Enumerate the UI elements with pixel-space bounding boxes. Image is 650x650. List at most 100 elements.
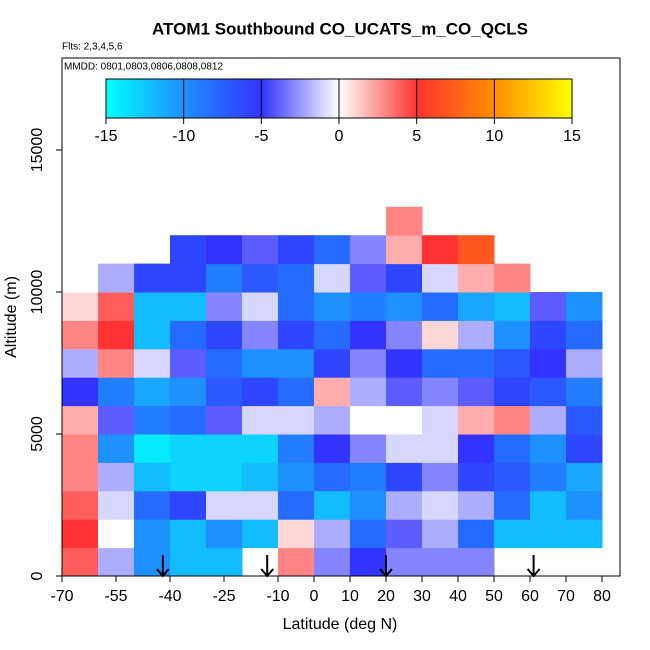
heatmap-cell xyxy=(458,519,495,549)
heatmap-cell xyxy=(314,263,351,293)
heatmap-cell xyxy=(242,434,279,463)
heatmap-cell xyxy=(278,490,315,520)
heatmap-cell xyxy=(206,235,243,265)
heatmap-cell xyxy=(530,377,567,407)
heatmap-cell xyxy=(314,462,351,492)
heatmap-cell xyxy=(350,462,387,492)
x-tick-label: -40 xyxy=(158,588,181,605)
heatmap-cell xyxy=(458,377,495,407)
heatmap-cell xyxy=(134,434,171,463)
x-tick-label: 0 xyxy=(310,588,319,605)
heatmap-cell xyxy=(170,547,207,577)
heatmap-cell xyxy=(314,547,351,577)
heatmap-cell xyxy=(278,235,315,265)
y-axis-label: Altitude (m) xyxy=(3,276,20,358)
heatmap-cell xyxy=(62,320,99,350)
heatmap-cell xyxy=(242,292,279,321)
heatmap-cell xyxy=(62,462,99,492)
heatmap-cell xyxy=(566,348,603,378)
arrow xyxy=(526,555,541,578)
heatmap-cell xyxy=(242,462,279,492)
x-tick-label: 50 xyxy=(485,588,503,605)
x-tick-label: 80 xyxy=(593,588,611,605)
heatmap-cell xyxy=(314,292,351,321)
heatmap-cell xyxy=(170,235,207,265)
heatmap-cell xyxy=(242,405,279,435)
colorbar-tick-label: -5 xyxy=(254,128,268,145)
heatmap-cell xyxy=(278,434,315,463)
heatmap-cell xyxy=(314,434,351,463)
heatmap-cell xyxy=(422,263,459,293)
x-tick-label: -55 xyxy=(104,588,127,605)
heatmap-cell xyxy=(62,405,99,435)
heatmap-cell xyxy=(278,462,315,492)
heatmap-cell xyxy=(206,405,243,435)
heatmap-cell xyxy=(278,320,315,350)
subtitle: Flts: 2,3,4,5,6 xyxy=(62,42,123,53)
heatmap-cell xyxy=(530,462,567,492)
heatmap-cell xyxy=(386,235,423,265)
heatmap-cell xyxy=(530,434,567,463)
heatmap-cell xyxy=(350,405,387,435)
heatmap-cell xyxy=(134,547,171,577)
heatmap-cell xyxy=(494,462,531,492)
heatmap-cell xyxy=(170,462,207,492)
heatmap-cell xyxy=(98,547,135,577)
heatmap-cell xyxy=(350,519,387,549)
heatmap-cell xyxy=(242,490,279,520)
x-tick-label: 40 xyxy=(449,588,467,605)
heatmap-cell xyxy=(386,519,423,549)
heatmap-cell xyxy=(566,490,603,520)
heatmap-cell xyxy=(386,490,423,520)
arrow xyxy=(260,555,274,578)
heatmap-cell xyxy=(170,490,207,520)
heatmap-cell xyxy=(422,377,459,407)
heatmap-cell xyxy=(530,320,567,350)
heatmap-cell xyxy=(422,235,459,265)
colorbar-tick-label: -15 xyxy=(94,128,117,145)
heatmap-cell xyxy=(530,490,567,520)
heatmap-cell xyxy=(242,377,279,407)
heatmap-cell xyxy=(98,462,135,492)
heatmap-cell xyxy=(386,320,423,350)
heatmap-cell xyxy=(422,292,459,321)
heatmap-cell xyxy=(314,235,351,265)
heatmap-cell xyxy=(206,292,243,321)
heatmap-cell xyxy=(170,320,207,350)
heatmap-cell xyxy=(206,519,243,549)
heatmap-cell xyxy=(422,320,459,350)
heatmap-cell xyxy=(134,490,171,520)
heatmap-cell xyxy=(350,377,387,407)
heatmap-cell xyxy=(422,547,459,577)
heatmap-cell xyxy=(422,405,459,435)
heatmap-cell xyxy=(494,263,531,293)
heatmap-cell xyxy=(98,320,135,350)
heatmap-cell xyxy=(530,348,567,378)
y-tick-label: 15000 xyxy=(29,128,46,173)
arrow xyxy=(156,555,170,578)
heatmap-cell xyxy=(134,348,171,378)
heatmap-cell xyxy=(206,462,243,492)
chart-title: ATOM1 Southbound CO_UCATS_m_CO_QCLS xyxy=(152,19,528,38)
heatmap-cell xyxy=(170,434,207,463)
heatmap-cell xyxy=(278,519,315,549)
colorbar-tick-label: 10 xyxy=(485,128,503,145)
heatmap-cell xyxy=(350,292,387,321)
heatmap-cell xyxy=(494,377,531,407)
heatmap-cell xyxy=(458,434,495,463)
heatmap-cell xyxy=(278,547,315,577)
heatmap-cell xyxy=(386,292,423,321)
heatmap-cell xyxy=(314,519,351,549)
x-axis-label: Latitude (deg N) xyxy=(283,616,398,633)
colorbar-tick-label: 5 xyxy=(412,128,421,145)
heatmap-cell xyxy=(566,434,603,463)
heatmap-cell xyxy=(386,377,423,407)
heatmap-cell xyxy=(494,292,531,321)
heatmap-cell xyxy=(422,490,459,520)
heatmap-cell xyxy=(206,320,243,350)
heatmap-cell xyxy=(350,263,387,293)
heatmap-cell xyxy=(494,519,531,549)
heatmap-cell xyxy=(62,547,99,577)
heatmap-cell xyxy=(566,519,603,549)
